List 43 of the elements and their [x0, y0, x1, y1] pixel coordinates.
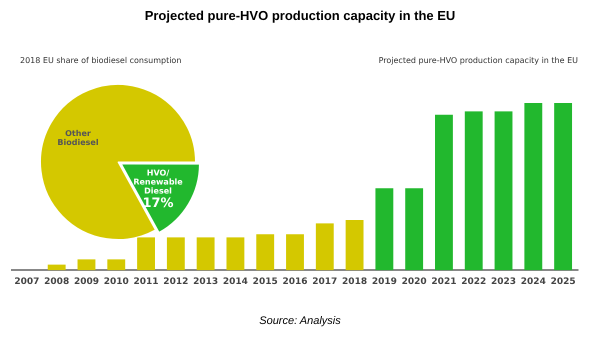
bar — [48, 264, 66, 270]
x-tick-label: 2012 — [163, 276, 188, 287]
x-tick-label: 2009 — [74, 276, 100, 287]
x-tick-label: 2021 — [431, 276, 456, 287]
x-tick-label: 2014 — [222, 276, 248, 287]
x-tick-label: 2018 — [342, 276, 368, 287]
bar — [494, 111, 512, 270]
x-tick-label: 2008 — [44, 276, 70, 287]
x-tick-label: 2019 — [372, 276, 397, 287]
x-tick-label: 2024 — [520, 276, 546, 287]
bar — [78, 259, 96, 270]
bar — [166, 237, 185, 270]
x-tick-label: 2020 — [402, 276, 427, 287]
chart-title: Projected pure-HVO production capacity in the EU — [144, 8, 456, 23]
bar — [524, 103, 542, 270]
slice-label: Other Biodiesel — [57, 128, 99, 147]
chart-title: 2018 EU share of biodiesel consumption — [20, 56, 182, 65]
bar — [405, 188, 424, 270]
bar — [196, 237, 215, 270]
x-tick-label: 2022 — [461, 276, 486, 287]
bar — [375, 188, 394, 270]
bar — [226, 237, 244, 270]
x-tick-label: 2017 — [312, 276, 338, 287]
bar — [554, 103, 572, 270]
x-tick-label: 2023 — [490, 276, 516, 287]
bar — [464, 111, 483, 270]
bar — [435, 114, 453, 270]
source-note: Source: Analysis — [258, 315, 342, 327]
slice-label: HVO/ Renewable Diesel — [133, 168, 184, 196]
chart-subtitle: Projected pure-HVO production capacity in the EU — [378, 56, 578, 65]
bar — [316, 223, 334, 270]
x-tick-label: 2025 — [550, 276, 576, 287]
data-label: 17% — [142, 196, 174, 212]
x-tick-label: 2011 — [134, 276, 159, 287]
x-tick-label: 2016 — [282, 276, 308, 287]
x-tick-label: 2015 — [252, 276, 278, 287]
bar — [107, 259, 126, 270]
x-tick-label: 2010 — [104, 276, 129, 287]
bar — [346, 220, 364, 270]
bar — [256, 234, 274, 270]
x-tick-label: 2013 — [193, 276, 218, 287]
bar — [286, 234, 304, 270]
x-tick-label: 2007 — [14, 276, 40, 287]
